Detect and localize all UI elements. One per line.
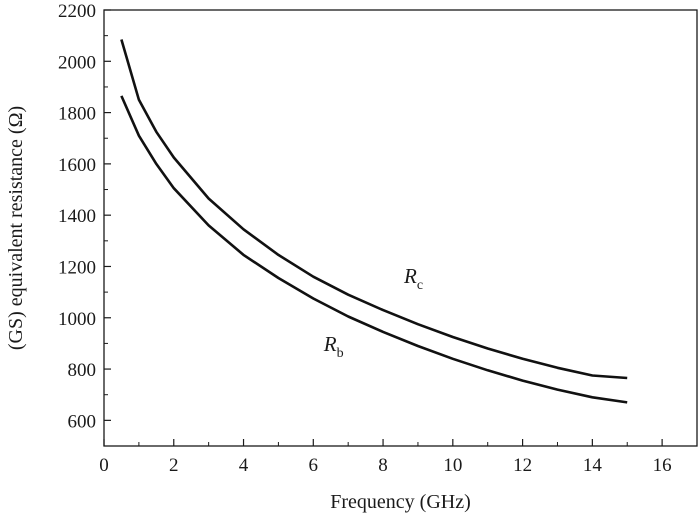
x-tick-label: 6 bbox=[309, 455, 319, 476]
x-tick-label: 8 bbox=[378, 455, 388, 476]
x-tick-label: 14 bbox=[583, 455, 603, 476]
x-tick-label: 10 bbox=[443, 455, 462, 476]
y-axis-title: (GS) equivalent resistance (Ω) bbox=[5, 106, 27, 350]
axis-ticks bbox=[103, 9, 663, 446]
y-tick-label: 800 bbox=[68, 360, 97, 381]
x-tick-label: 16 bbox=[653, 455, 672, 476]
series-annotations: Rc Rb bbox=[323, 264, 423, 361]
y-tick-label: 1800 bbox=[58, 104, 96, 125]
y-tick-label: 2200 bbox=[58, 1, 96, 22]
x-tick-label: 0 bbox=[99, 455, 109, 476]
x-axis-title: Frequency (GHz) bbox=[330, 491, 471, 513]
y-tick-label: 1000 bbox=[58, 309, 96, 330]
y-tick-label: 600 bbox=[68, 411, 97, 432]
x-tick-label: 4 bbox=[239, 455, 249, 476]
y-tick-label: 1200 bbox=[58, 257, 96, 278]
x-tick-label: 2 bbox=[169, 455, 179, 476]
x-tick-label: 12 bbox=[513, 455, 532, 476]
series-lines bbox=[120, 39, 628, 404]
series-label-Rc: Rc bbox=[403, 264, 423, 293]
tick-labels: 0 2 4 6 8 10 12 14 16 600 800 1000 1200 1400 1600 1800 2… bbox=[58, 1, 672, 476]
series-line-Rc bbox=[120, 39, 628, 380]
y-tick-label: 2000 bbox=[58, 52, 96, 73]
series-label-Rb: Rb bbox=[323, 332, 344, 361]
series-line-Rb bbox=[120, 95, 628, 404]
plot-frame bbox=[103, 9, 698, 447]
y-tick-label: 1400 bbox=[58, 206, 96, 227]
y-tick-label: 1600 bbox=[58, 155, 96, 176]
